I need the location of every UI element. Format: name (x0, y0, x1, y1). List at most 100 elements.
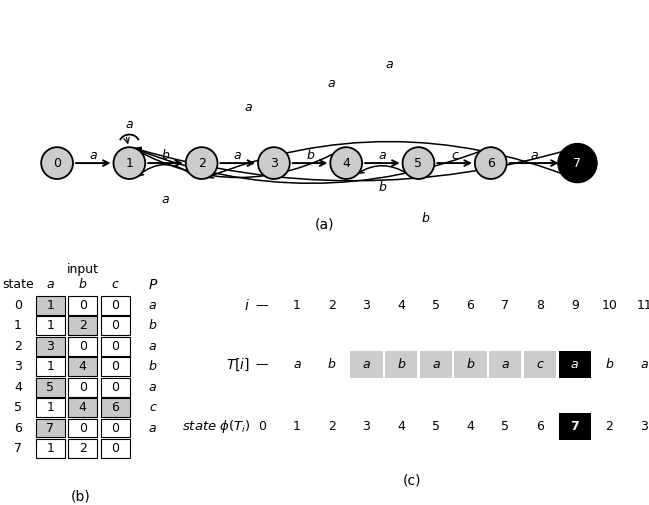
Text: 0: 0 (79, 299, 87, 312)
Text: c: c (149, 401, 156, 414)
Bar (489, 351, 522, 378)
Text: b: b (79, 278, 87, 291)
Text: a: a (125, 118, 133, 131)
Bar (68, 419, 97, 437)
Bar (101, 419, 130, 437)
Text: 3: 3 (270, 157, 278, 170)
Circle shape (402, 147, 434, 179)
Text: 3: 3 (14, 360, 22, 373)
Bar (101, 439, 130, 458)
Text: (b): (b) (71, 489, 91, 503)
Text: 1: 1 (46, 299, 55, 312)
Text: 0: 0 (111, 340, 119, 353)
Text: a: a (363, 358, 370, 371)
Text: a: a (530, 149, 538, 162)
Text: 6: 6 (487, 157, 495, 170)
Text: 1: 1 (293, 299, 300, 312)
Text: b: b (467, 358, 474, 371)
Text: state $\phi(T_i)$: state $\phi(T_i)$ (182, 418, 251, 435)
Text: a: a (245, 101, 252, 114)
Bar (101, 317, 130, 335)
Bar (101, 378, 130, 396)
Text: 1: 1 (46, 442, 55, 455)
Bar (68, 358, 97, 376)
Text: 0: 0 (79, 340, 87, 353)
Text: —: — (256, 358, 268, 371)
Text: 2: 2 (328, 420, 336, 433)
Bar (36, 398, 65, 417)
Bar (420, 351, 452, 378)
Text: a: a (502, 358, 509, 371)
Bar (350, 351, 382, 378)
Text: a: a (386, 58, 393, 71)
Text: $i$: $i$ (245, 298, 251, 313)
Bar (36, 358, 65, 376)
Text: 5: 5 (432, 299, 440, 312)
Text: 1: 1 (46, 401, 55, 414)
Bar (68, 296, 97, 315)
Text: —: — (256, 299, 268, 312)
Bar (101, 337, 130, 356)
Text: b: b (422, 212, 430, 225)
Bar (68, 398, 97, 417)
Text: 6: 6 (111, 401, 119, 414)
Bar (68, 439, 97, 458)
Text: 1: 1 (125, 157, 133, 170)
Bar (68, 337, 97, 356)
Text: 0: 0 (111, 381, 119, 394)
Text: 0: 0 (111, 422, 119, 434)
Text: b: b (397, 358, 405, 371)
Text: a: a (432, 358, 439, 371)
Text: b: b (606, 358, 613, 371)
Text: 4: 4 (397, 299, 405, 312)
Text: a: a (234, 149, 241, 162)
Bar (36, 337, 65, 356)
Text: 0: 0 (111, 442, 119, 455)
Text: 1: 1 (46, 319, 55, 332)
Text: 4: 4 (342, 157, 350, 170)
Text: 0: 0 (111, 319, 119, 332)
Text: c: c (112, 278, 119, 291)
Bar (68, 317, 97, 335)
Text: a: a (641, 358, 648, 371)
Text: a: a (378, 149, 386, 162)
Text: 6: 6 (14, 422, 22, 434)
Text: 1: 1 (14, 319, 22, 332)
Text: 3: 3 (362, 420, 371, 433)
Text: 0: 0 (111, 299, 119, 312)
Text: a: a (571, 358, 579, 371)
Text: a: a (90, 149, 97, 162)
Text: b: b (149, 319, 156, 332)
Circle shape (475, 147, 507, 179)
Text: a: a (47, 278, 54, 291)
Text: 3: 3 (641, 420, 648, 433)
Text: b: b (162, 149, 169, 162)
Text: 8: 8 (536, 299, 544, 312)
Text: 0: 0 (79, 422, 87, 434)
Text: 2: 2 (79, 319, 87, 332)
Circle shape (186, 147, 217, 179)
Bar (454, 351, 487, 378)
Bar (101, 358, 130, 376)
Text: 7: 7 (570, 420, 579, 433)
Text: 5: 5 (415, 157, 422, 170)
Bar (36, 419, 65, 437)
Text: 0: 0 (53, 157, 61, 170)
Text: 10: 10 (602, 299, 617, 312)
Text: 5: 5 (14, 401, 22, 414)
Text: 0: 0 (14, 299, 22, 312)
Bar (559, 351, 591, 378)
Text: a: a (149, 381, 156, 394)
Circle shape (561, 147, 593, 179)
Text: 4: 4 (467, 420, 474, 433)
Text: 4: 4 (79, 401, 87, 414)
Text: 4: 4 (79, 360, 87, 373)
Text: 0: 0 (258, 420, 266, 433)
Text: 5: 5 (501, 420, 509, 433)
Text: 11: 11 (637, 299, 649, 312)
Text: 3: 3 (362, 299, 371, 312)
Text: 5: 5 (46, 381, 55, 394)
Text: 5: 5 (432, 420, 440, 433)
Circle shape (330, 147, 362, 179)
Text: 4: 4 (14, 381, 22, 394)
